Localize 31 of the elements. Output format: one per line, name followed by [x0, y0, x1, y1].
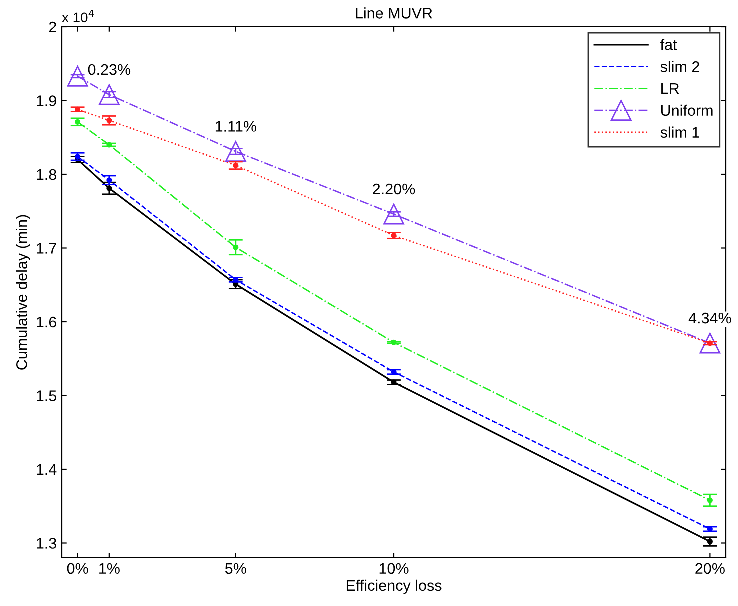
annotation: 2.20% [373, 184, 416, 195]
x-tick-label: 1% [100, 563, 120, 574]
y-tick-label: 1.9 [37, 96, 56, 106]
y-tick-label: 1.3 [37, 538, 56, 549]
y-tick-label: 1.8 [37, 169, 56, 180]
point [225, 141, 246, 162]
legend-label: Uniform [661, 104, 713, 116]
x-tick-label: 5% [225, 563, 246, 574]
x-tick-label: 20% [696, 563, 725, 574]
point [384, 204, 404, 225]
x-tick-label: 10% [380, 563, 409, 574]
chart-title: Line MUVR [356, 8, 432, 19]
x-tick-label: 0% [67, 563, 88, 574]
point [67, 66, 88, 87]
x-axis-title: Efficiency loss [346, 580, 442, 594]
annotation: 1.11% [216, 121, 256, 132]
y-tick-label: 1.5 [37, 390, 56, 402]
legend-label: fat [660, 39, 678, 50]
y-tick-label: 2 [49, 22, 56, 33]
y-axis-title: Cumulative delay (min) [16, 215, 30, 370]
annotation: 4.34% [688, 312, 732, 324]
y-tick-label: 1.7 [37, 243, 56, 254]
point [700, 332, 721, 354]
legend-label: slim 2 [660, 61, 700, 72]
point [99, 84, 120, 106]
legend-label: LR [662, 84, 680, 94]
text: x 10$^{4}$ [62, 10, 94, 23]
y-tick-label: 1.6 [37, 316, 56, 328]
legend-label: slim 1 [660, 126, 700, 138]
annotation: 0.23% [88, 64, 131, 76]
y-tick-label: 1.4 [37, 464, 57, 476]
